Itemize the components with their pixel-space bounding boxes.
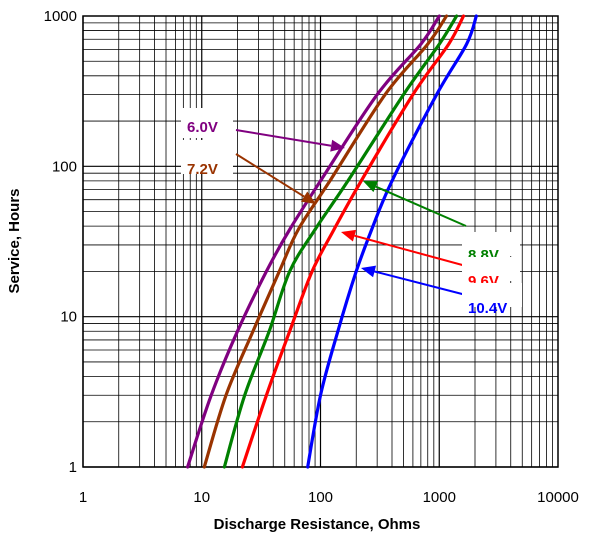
label-background-9.6V [462, 257, 520, 281]
arrow-6.0V [235, 129, 332, 147]
label-background-7.2V [181, 140, 233, 174]
arrow-9.6V [354, 234, 467, 267]
x-axis-title: Discharge Resistance, Ohms [214, 516, 421, 533]
arrow-10.4V [374, 270, 467, 296]
y-tick-label: 10 [60, 309, 77, 326]
y-tick-label: 1000 [44, 8, 77, 25]
arrowhead-9.6V [341, 229, 357, 242]
series-layer [186, 14, 478, 469]
arrow-7.2V [235, 153, 305, 198]
series-line-7.2V [202, 14, 449, 469]
x-tick-label: 1000 [423, 489, 456, 506]
arrowhead-8.8V [363, 181, 379, 193]
series-line-10.4V [306, 14, 478, 469]
series-label-10.4V: 10.4V [468, 300, 507, 317]
x-tick-label: 10000 [537, 489, 579, 506]
y-axis-title: Service, Hours [6, 188, 23, 293]
x-tick-label: 10 [193, 489, 210, 506]
arrowhead-10.4V [361, 265, 377, 278]
y-tick-label: 1 [69, 459, 77, 476]
series-line-8.8V [222, 14, 459, 469]
series-label-6.0V: 6.0V [187, 119, 218, 136]
label-background-10.4V [462, 283, 522, 307]
plot-frame [82, 15, 559, 468]
x-tick-labels: 1 10 100 1000 10000 [79, 489, 579, 506]
y-tick-label: 100 [52, 158, 77, 175]
y-tick-labels: 1 10 100 1000 [44, 8, 77, 476]
label-background-8.8V [462, 232, 520, 256]
arrow-8.8V [375, 185, 467, 227]
series-line-9.6V [240, 14, 466, 469]
series-arrows [235, 129, 467, 296]
series-label-7.2V: 7.2V [187, 161, 218, 178]
x-tick-label: 1 [79, 489, 87, 506]
arrowhead-7.2V [300, 191, 316, 204]
arrowhead-6.0V [330, 139, 345, 152]
label-background-6.0V [181, 108, 233, 138]
series-line-6.0V [186, 14, 441, 469]
x-tick-label: 100 [308, 489, 333, 506]
